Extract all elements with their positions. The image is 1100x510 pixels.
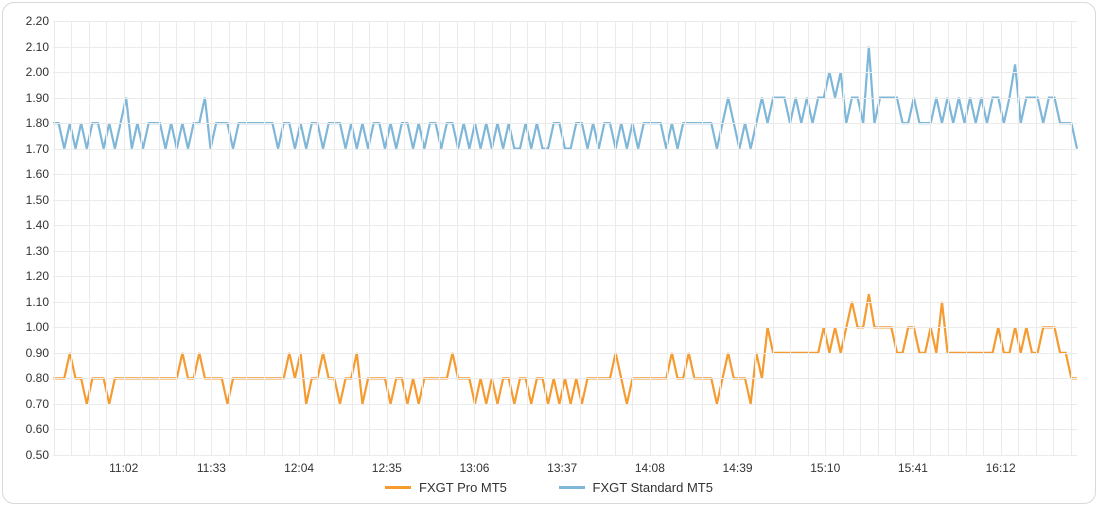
x-tick-label: 11:02	[109, 461, 138, 475]
x-tick-label: 16:12	[986, 461, 1016, 475]
y-tick-label: 2.10	[13, 40, 49, 54]
legend-item-standard[interactable]: FXGT Standard MT5	[559, 480, 713, 495]
x-tick-label: 14:39	[723, 461, 753, 475]
x-tick-label: 14:08	[635, 461, 665, 475]
x-tick-label: 11:33	[197, 461, 226, 475]
y-tick-label: 0.50	[13, 448, 49, 462]
y-tick-label: 1.90	[13, 91, 49, 105]
legend-label: FXGT Pro MT5	[419, 480, 507, 495]
y-tick-label: 1.70	[13, 142, 49, 156]
y-tick-label: 1.10	[13, 295, 49, 309]
x-tick-label: 13:37	[547, 461, 577, 475]
y-tick-label: 1.50	[13, 193, 49, 207]
y-tick-label: 0.60	[13, 422, 49, 436]
plot-area	[53, 21, 1077, 455]
x-tick-label: 15:10	[810, 461, 840, 475]
series-lines	[53, 21, 1077, 455]
series-line	[53, 294, 1077, 404]
x-tick-label: 15:41	[898, 461, 928, 475]
x-tick-label: 13:06	[459, 461, 489, 475]
legend-label: FXGT Standard MT5	[593, 480, 713, 495]
y-tick-label: 0.80	[13, 371, 49, 385]
legend-swatch	[385, 486, 411, 488]
legend-item-pro[interactable]: FXGT Pro MT5	[385, 480, 507, 495]
y-tick-label: 1.20	[13, 269, 49, 283]
y-tick-label: 2.00	[13, 65, 49, 79]
y-tick-label: 1.40	[13, 218, 49, 232]
legend: FXGT Pro MT5 FXGT Standard MT5	[3, 477, 1095, 495]
y-tick-label: 2.20	[13, 14, 49, 28]
x-tick-label: 12:04	[284, 461, 314, 475]
y-tick-label: 0.70	[13, 397, 49, 411]
y-tick-label: 1.00	[13, 320, 49, 334]
y-tick-label: 1.30	[13, 244, 49, 258]
chart-container: 0.50 0.60 0.70 0.80 0.90 1.00 1.10 1.20 1.30 1.40…	[2, 2, 1096, 504]
y-tick-label: 1.60	[13, 167, 49, 181]
y-tick-label: 0.90	[13, 346, 49, 360]
legend-swatch	[559, 486, 585, 488]
x-tick-label: 12:35	[372, 461, 402, 475]
y-tick-label: 1.80	[13, 116, 49, 130]
